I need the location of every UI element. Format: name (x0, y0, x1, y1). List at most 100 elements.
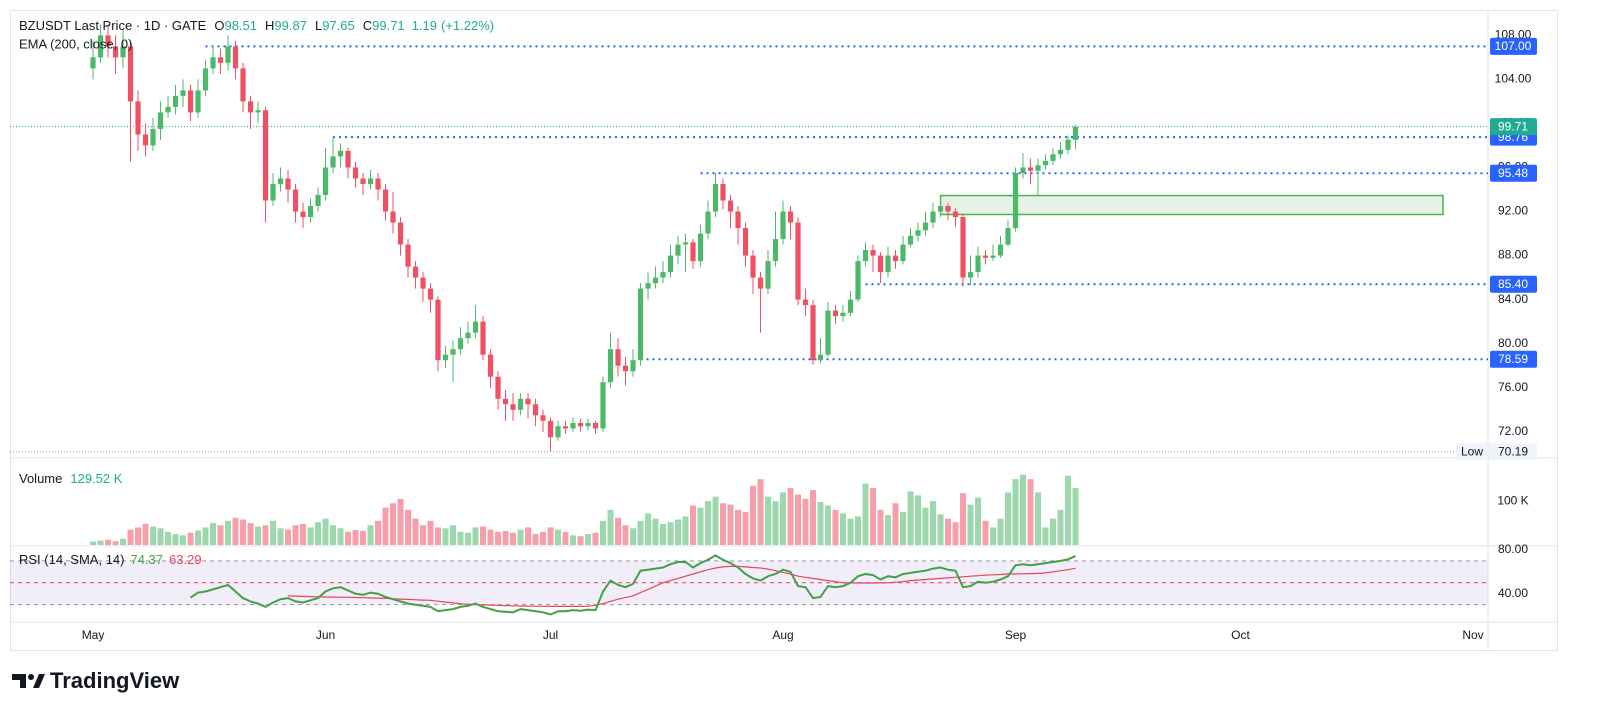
volume-bar (127, 529, 134, 545)
volume-bar (292, 525, 299, 545)
volume-bar (1027, 479, 1034, 545)
volume-bar (360, 530, 367, 545)
candle-body (727, 200, 734, 212)
volume-bar (630, 528, 637, 545)
volume-bar (105, 539, 112, 545)
volume-bar (195, 530, 202, 545)
candle-body (240, 68, 246, 102)
candle-body (555, 426, 561, 438)
candle-body (1020, 167, 1026, 173)
candle-body (915, 230, 921, 236)
volume-bar (645, 513, 652, 545)
volume-bar (712, 496, 719, 545)
candle-body (210, 57, 216, 69)
readout-value: 1.19 (412, 18, 437, 33)
candle-body (540, 415, 546, 421)
candle-body (975, 255, 981, 273)
candle-body (262, 110, 269, 201)
candle-body (697, 233, 704, 262)
candle-body (1005, 228, 1011, 245)
volume-bar (1035, 492, 1042, 545)
candle-body (465, 332, 471, 339)
volume-bar (1005, 492, 1012, 545)
candle-body (1065, 139, 1071, 150)
readout-value: 99.71 (372, 18, 404, 33)
volume-bar (660, 523, 667, 545)
volume-bar (547, 527, 554, 545)
candle-body (112, 46, 119, 58)
volume-bar (930, 501, 937, 545)
volume-bar (300, 523, 307, 545)
candle-body (742, 228, 749, 256)
candle-body (127, 46, 134, 102)
candle-body (202, 68, 209, 91)
candle-body (157, 112, 164, 129)
candle-body (892, 255, 899, 262)
candle-body (592, 422, 599, 429)
candle-body (1057, 149, 1064, 155)
last-price-label: 99.71 (1498, 119, 1528, 133)
volume-bar (622, 525, 629, 545)
candle-body (1050, 154, 1056, 161)
candle-body (862, 250, 869, 262)
candle-body (960, 217, 966, 278)
volume-bar (540, 531, 547, 545)
volume-bar (982, 520, 989, 545)
candle-body (802, 299, 809, 306)
x-tick-label: Nov (1462, 628, 1483, 642)
x-tick-label: Aug (772, 628, 793, 642)
volume-bar (727, 504, 734, 545)
candle-body (600, 382, 606, 429)
volume-bar (577, 536, 584, 545)
candle-body (907, 235, 914, 245)
candle-body (930, 211, 936, 223)
volume-bar (180, 535, 187, 545)
volume-bar (345, 531, 352, 545)
candle-body (735, 211, 741, 229)
candle-body (1072, 126, 1079, 140)
volume-bar (495, 531, 502, 545)
low-value-bg (1489, 443, 1537, 461)
volume-bar (607, 509, 614, 545)
volume-bar (945, 518, 952, 545)
volume-bar (802, 498, 809, 545)
x-tick-label: Jul (543, 628, 558, 642)
volume-bar (450, 525, 457, 545)
volume-bar (555, 529, 562, 545)
volume-bar (600, 520, 607, 545)
volume-bar (892, 503, 899, 545)
candle-body (937, 206, 944, 212)
volume-tick-label: 100 K (1497, 493, 1528, 507)
volume-bar (502, 530, 509, 545)
volume-bar (262, 525, 269, 545)
volume-bar (757, 479, 764, 545)
candle-body (322, 167, 329, 196)
volume-bar (202, 527, 209, 545)
candle-body (390, 211, 396, 223)
volume-bar (352, 530, 359, 545)
volume-bar (367, 525, 374, 545)
last-price-tag (1490, 118, 1537, 136)
candle-body (967, 272, 974, 278)
volume-bar (210, 523, 217, 545)
volume-bar (517, 529, 524, 545)
candle-body (757, 277, 764, 289)
candle-body (690, 242, 696, 262)
volume-bar (315, 522, 322, 545)
candle-body (855, 261, 861, 300)
x-tick-label: May (82, 628, 105, 642)
volume-bar (735, 509, 742, 545)
candle-body (660, 272, 666, 278)
candle-body (442, 354, 449, 361)
volume-bar (187, 532, 194, 545)
candle-body (187, 90, 194, 113)
readout-label: C (363, 18, 372, 33)
candle-body (840, 312, 846, 317)
brand-logo (12, 674, 45, 688)
candle-body (150, 128, 156, 146)
volume-bar (1072, 488, 1079, 545)
candle-body (255, 110, 261, 113)
candle-body (525, 398, 531, 405)
candle-body (532, 404, 539, 416)
volume-bar (675, 519, 682, 545)
